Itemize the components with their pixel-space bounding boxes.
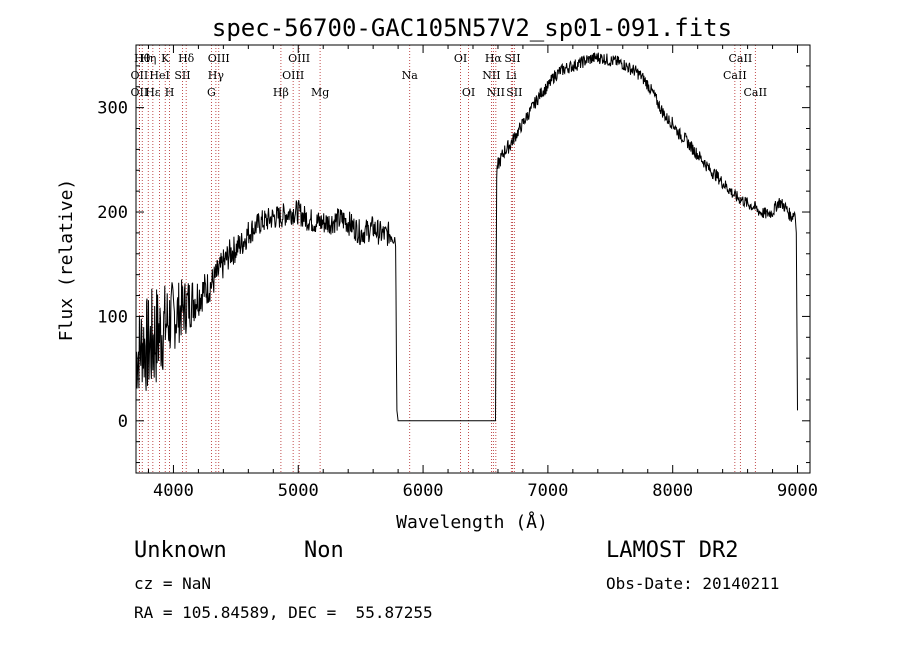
line-label: Mg	[311, 86, 329, 99]
y-tick-label: 0	[118, 412, 128, 432]
subclass-label: Non	[304, 538, 344, 563]
emission-line-markers	[138, 45, 756, 473]
x-tick-label: 8000	[652, 481, 693, 501]
line-label: OI	[454, 52, 467, 65]
line-label: OII	[131, 69, 149, 82]
x-tick-label: 6000	[403, 481, 444, 501]
coordinates-label: RA = 105.84589, DEC = 55.87255	[134, 603, 433, 622]
line-label: CaII	[743, 86, 767, 99]
x-axis-label: Wavelength (Å)	[396, 511, 548, 533]
line-label: CaII	[723, 69, 747, 82]
x-tick-label: 9000	[777, 481, 818, 501]
y-axis-label: Flux (relative)	[56, 179, 77, 342]
line-label: OII	[131, 86, 149, 99]
line-label: Hβ	[273, 86, 289, 99]
y-tick-label: 300	[97, 99, 128, 119]
line-label: Hγ	[208, 69, 225, 82]
line-label: OI	[462, 86, 475, 99]
line-label: NII	[482, 69, 500, 82]
line-label: Hα	[485, 52, 503, 65]
x-tick-label: 5000	[278, 481, 319, 501]
line-label: SII	[506, 86, 522, 99]
spectrum-line	[135, 52, 798, 422]
line-label: Li	[506, 69, 517, 82]
redshift-label: cz = NaN	[134, 574, 212, 593]
line-label: H	[165, 86, 175, 99]
survey-label: LAMOST DR2	[606, 538, 739, 563]
line-label: Hδ	[178, 52, 195, 65]
line-label: Hθ	[134, 52, 151, 65]
line-label: CaII	[729, 52, 753, 65]
line-label: NII	[487, 86, 505, 99]
line-label: OIII	[208, 52, 230, 65]
line-label: Na	[402, 69, 419, 82]
line-label: OIII	[282, 69, 304, 82]
chart-title: spec-56700-GAC105N57V2_sp01-091.fits	[212, 14, 732, 42]
line-label: G	[207, 86, 216, 99]
line-label: K	[161, 52, 170, 65]
spectrum-series	[135, 52, 798, 422]
line-label: SII	[504, 52, 520, 65]
line-label: Hη	[140, 52, 156, 65]
x-axis-ticks: 4000 5000 6000 7000 8000 9000	[147, 45, 818, 501]
x-tick-label: 7000	[527, 481, 568, 501]
line-label: Hε	[145, 86, 161, 99]
y-axis-ticks: 0 100 200 300	[97, 44, 810, 464]
line-label: HeI	[149, 69, 169, 82]
y-tick-label: 100	[97, 307, 128, 327]
x-tick-label: 4000	[153, 481, 194, 501]
classification-label: Unknown	[134, 538, 227, 563]
line-label: OIII	[288, 52, 310, 65]
obs-date-label: Obs-Date: 20140211	[606, 574, 780, 593]
plot-frame	[135, 44, 811, 474]
y-tick-label: 200	[97, 203, 128, 223]
line-label: SII	[174, 69, 190, 82]
